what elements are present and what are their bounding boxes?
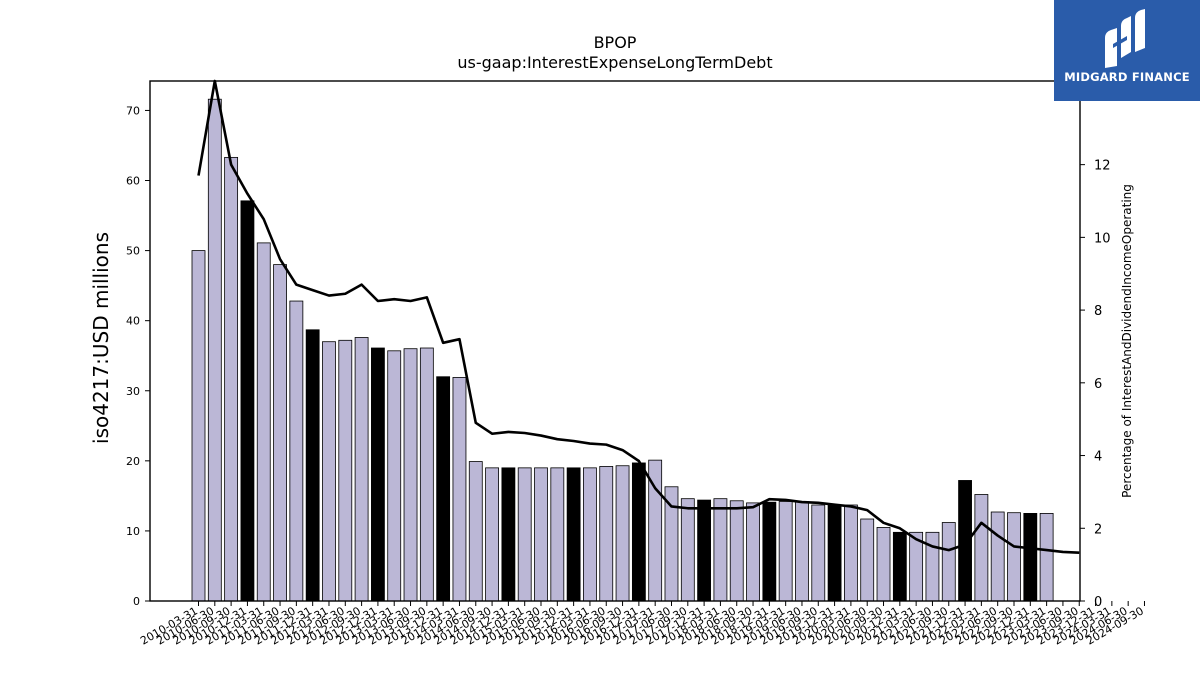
bar [387, 350, 402, 602]
y-tick-label: 30 [126, 385, 140, 398]
bar [746, 502, 760, 602]
bar [1039, 513, 1054, 602]
midgard-m-icon [1105, 9, 1145, 68]
bar [338, 339, 353, 602]
bar [191, 250, 206, 602]
bar [762, 501, 777, 602]
bar [615, 465, 630, 602]
bar [371, 347, 385, 602]
bar [811, 504, 826, 602]
y2-tick-label: 10 [1094, 231, 1111, 246]
bar [566, 467, 581, 602]
midgard-finance-logo: MIDGARD FINANCE [1054, 0, 1200, 101]
y2-tick-label: 2 [1094, 522, 1102, 537]
bar [664, 486, 679, 602]
bar [517, 467, 532, 602]
bar [224, 156, 239, 602]
bar [876, 527, 891, 602]
bar [550, 467, 565, 602]
y2-axis-label: Percentage of InterestAndDividendIncomeO… [1120, 184, 1134, 498]
bar [892, 531, 907, 602]
bar [795, 501, 809, 602]
percentage-line [197, 79, 1080, 554]
bar [827, 504, 842, 602]
y-tick-label: 60 [126, 175, 140, 188]
bar [207, 98, 222, 602]
bar [354, 337, 369, 602]
bar [403, 348, 418, 602]
y-tick-label: 0 [133, 595, 140, 608]
chart-title: BPOP [594, 33, 637, 52]
chart-subtitle: us-gaap:InterestExpenseLongTermDebt [457, 53, 772, 72]
y2-tick-label: 4 [1094, 450, 1102, 465]
bar [974, 494, 989, 602]
y2-tick-label: 8 [1094, 304, 1102, 319]
logo-text: MIDGARD FINANCE [1064, 70, 1190, 84]
y-axis-label: iso4217:USD millions [89, 232, 113, 444]
bar [958, 480, 972, 602]
y-tick-label: 20 [126, 455, 140, 468]
bar [501, 467, 516, 602]
bar [305, 329, 320, 602]
bar [599, 466, 614, 602]
bar [485, 467, 499, 602]
bar [925, 531, 940, 602]
bar [256, 242, 271, 602]
bar [273, 264, 287, 602]
bar [419, 347, 434, 602]
bar [697, 499, 712, 602]
y2-tick-label: 0 [1094, 595, 1102, 610]
bar [1023, 513, 1038, 602]
bar [289, 300, 304, 602]
y2-tick-label: 12 [1094, 159, 1111, 174]
y-tick-label: 70 [126, 104, 140, 117]
bar [468, 461, 483, 602]
bar [990, 511, 1005, 602]
y-tick-label: 50 [126, 245, 140, 258]
bar [941, 522, 956, 602]
bar [534, 467, 548, 602]
bar [631, 462, 646, 602]
bar [778, 501, 793, 602]
bar [240, 200, 255, 602]
bar [322, 341, 336, 602]
y-tick-label: 40 [126, 315, 140, 328]
bar [844, 504, 858, 602]
bar [436, 376, 451, 602]
bar [860, 518, 875, 602]
bar [729, 500, 744, 602]
bar [713, 498, 728, 602]
y2-tick-label: 6 [1094, 377, 1102, 392]
plot-frame [149, 80, 1081, 602]
y-tick-label: 10 [126, 525, 140, 538]
bar [452, 377, 467, 602]
bar [680, 498, 695, 602]
bar [583, 467, 597, 602]
bar [1007, 512, 1021, 602]
